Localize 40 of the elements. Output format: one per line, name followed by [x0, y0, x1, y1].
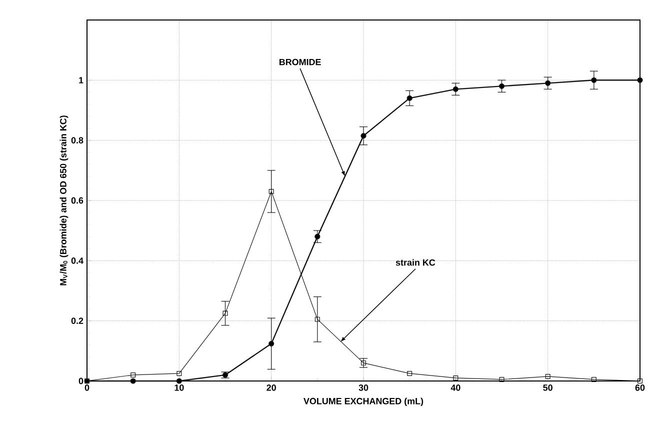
point — [130, 372, 136, 378]
x-tick-label: 20 — [266, 384, 276, 391]
point — [637, 77, 643, 83]
y-tick-label: 0.2 — [71, 318, 84, 324]
annotation: BROMIDE — [279, 58, 321, 66]
x-tick-label: 0 — [84, 384, 90, 391]
point — [545, 80, 551, 86]
x-tick-label: 40 — [450, 384, 460, 391]
point — [360, 133, 366, 139]
y-tick-label: 0.8 — [71, 137, 84, 144]
point — [268, 340, 274, 346]
annotation: strain KC — [396, 259, 436, 266]
point — [591, 77, 597, 83]
point — [361, 360, 366, 366]
y-tick-label: 0.6 — [71, 197, 84, 204]
y-axis-title: M$_{V}$/M$_{0}$ (Bromide) and OD 650 (strain KC) — [60, 116, 68, 286]
x-tick-label: 60 — [635, 384, 645, 391]
point — [314, 316, 320, 322]
point — [176, 378, 182, 384]
point — [453, 375, 458, 380]
point — [452, 86, 458, 92]
point — [499, 376, 504, 382]
x-tick-label: 50 — [543, 384, 552, 391]
x-axis-title: VOLUME EXCHANGED (mL) — [304, 398, 424, 406]
y-tick-label: 0.4 — [71, 257, 84, 264]
x-tick-label: 10 — [174, 384, 184, 391]
point — [545, 374, 550, 379]
point — [498, 83, 505, 89]
point — [638, 378, 642, 384]
point — [268, 188, 274, 194]
x-tick-label: 30 — [358, 384, 368, 391]
y-tick-label: 1 — [79, 77, 84, 84]
y-tick-label: 0 — [78, 378, 84, 384]
point — [591, 376, 596, 382]
point — [176, 370, 182, 376]
point — [130, 378, 136, 384]
point — [314, 234, 320, 240]
point — [407, 370, 412, 376]
point — [406, 95, 412, 101]
point — [222, 310, 228, 316]
